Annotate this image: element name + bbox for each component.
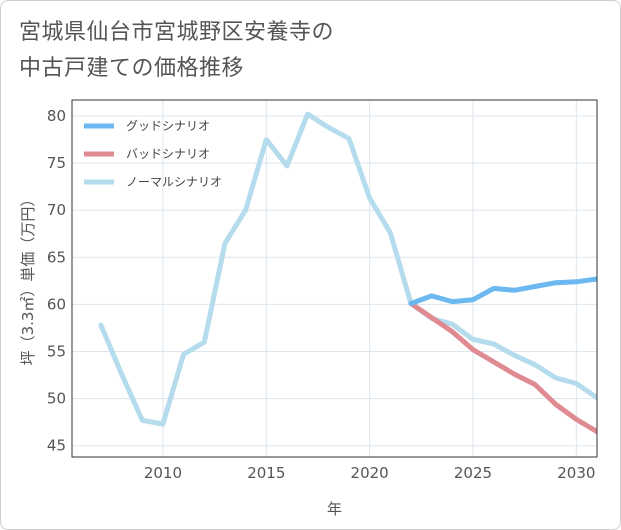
x-tick-label: 2025: [454, 464, 492, 482]
chart-title-line-1: 宮城県仙台市宮城野区安養寺の: [19, 20, 335, 45]
series-line-1: [408, 301, 597, 435]
series-lines: [98, 111, 597, 435]
legend-label-2: ノーマルシナリオ: [126, 175, 222, 189]
legend-label-1: バッドシナリオ: [126, 147, 210, 161]
chart-title: 宮城県仙台市宮城野区安養寺の 中古戸建ての価格推移: [19, 15, 334, 87]
y-tick-label: 60: [47, 295, 66, 313]
series-line-2: [98, 111, 597, 427]
x-axis-ticks: 2010 2015 2020 2025 2030: [144, 464, 596, 482]
y-tick-label: 55: [47, 343, 66, 361]
series-line-0: [408, 276, 597, 306]
plot-frame: [71, 99, 598, 458]
x-tick-label: 2020: [351, 464, 389, 482]
x-tick-label: 2010: [144, 464, 182, 482]
y-axis-title: 坪（3.3㎡）単価（万円）: [19, 192, 37, 366]
y-tick-label: 80: [47, 107, 66, 125]
y-tick-label: 50: [47, 390, 66, 408]
y-tick-label: 45: [47, 437, 66, 455]
y-tick-label: 65: [47, 248, 66, 266]
chart-title-line-2: 中古戸建ての価格推移: [19, 56, 245, 81]
legend-label-0: グッドシナリオ: [126, 119, 210, 133]
x-tick-label: 2015: [247, 464, 285, 482]
x-axis-title: 年: [327, 500, 342, 518]
y-axis-ticks: 45 50 55 60 65 70 75 80: [47, 107, 66, 455]
x-tick-label: 2030: [557, 464, 595, 482]
y-tick-label: 70: [47, 201, 66, 219]
y-tick-label: 75: [47, 154, 66, 172]
